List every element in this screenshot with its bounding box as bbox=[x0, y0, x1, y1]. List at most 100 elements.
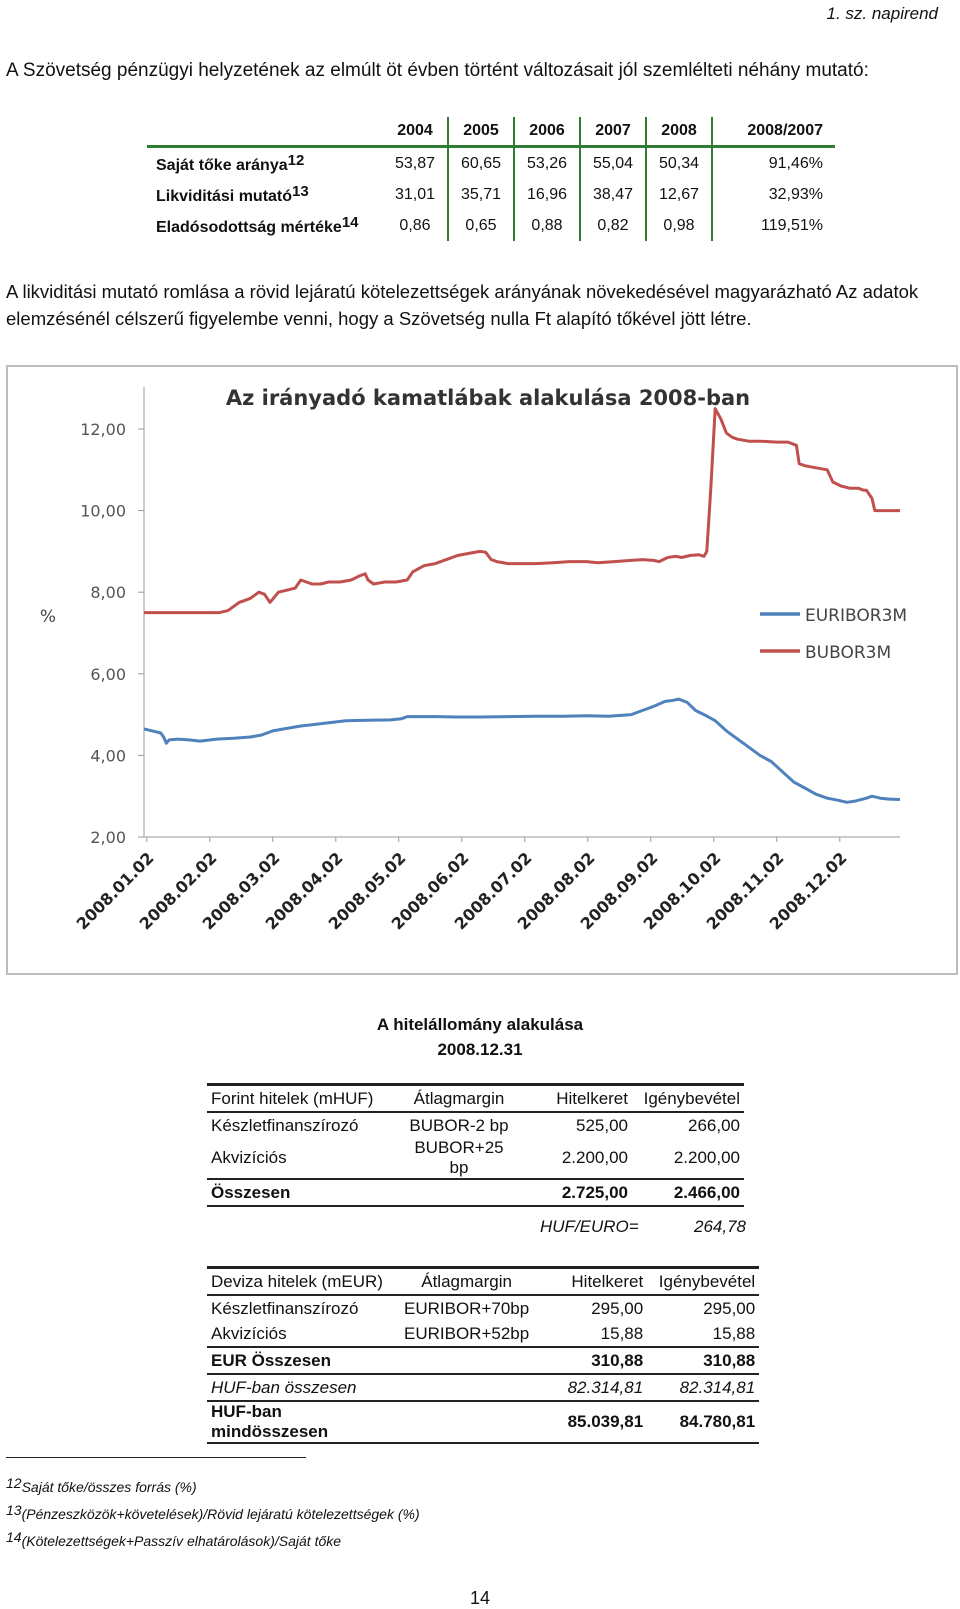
indicator-value: 0,98 bbox=[646, 210, 713, 241]
page-number: 14 bbox=[469, 1588, 491, 1608]
footnote-ref: 13 bbox=[292, 183, 309, 200]
footnote: 14(Kötelezettségek+Passzív elhatárolások… bbox=[6, 1529, 341, 1549]
table-cell: 84.780,81 bbox=[647, 1401, 760, 1444]
footnote: 12Saját tőke/összes forrás (%) bbox=[6, 1475, 197, 1495]
table-total-row: EUR Összesen 310,88 310,88 bbox=[207, 1347, 760, 1375]
indicator-value: 0,88 bbox=[514, 210, 581, 241]
table-cell: 82.314,81 bbox=[647, 1374, 760, 1402]
table-cell: HUF-ban összesen bbox=[207, 1374, 400, 1402]
y-tick-label: 6,00 bbox=[90, 665, 126, 684]
indicator-row: Likviditási mutató13 31,01 35,71 16,96 3… bbox=[147, 179, 835, 210]
table-cell: 2.466,00 bbox=[632, 1179, 744, 1207]
chart-svg: Az irányadó kamatlábak alakulása 2008-ba… bbox=[40, 386, 907, 933]
table-cell: Készletfinanszírozó bbox=[211, 1115, 359, 1135]
footnote-number: 12 bbox=[6, 1475, 22, 1491]
table-cell: HUF-ban mindösszesen bbox=[207, 1401, 400, 1444]
indicator-value: 53,87 bbox=[383, 146, 449, 179]
table-cell: 295,00 bbox=[591, 1298, 644, 1318]
table-cell: 15,88 bbox=[533, 1321, 648, 1348]
indicator-value: 12,67 bbox=[646, 179, 713, 210]
indicator-value: 32,93% bbox=[768, 185, 823, 203]
indicator-value: 31,01 bbox=[383, 179, 449, 210]
y-tick-label: 12,00 bbox=[80, 420, 126, 439]
table-cell: 2.725,00 bbox=[518, 1179, 632, 1207]
chart-title: Az irányadó kamatlábak alakulása 2008-ba… bbox=[226, 386, 750, 410]
table-cell bbox=[400, 1401, 534, 1444]
indicator-value: 119,51% bbox=[761, 216, 823, 234]
footnote-number: 13 bbox=[6, 1502, 22, 1518]
table-cell: EURIBOR+52bp bbox=[400, 1321, 534, 1348]
table-cell: 310,88 bbox=[647, 1347, 760, 1375]
table-cell: 310,88 bbox=[533, 1347, 648, 1375]
table-row: Akvizíciós BUBOR+25 bp 2.200,00 2.200,00 bbox=[207, 1138, 744, 1180]
footnote-text: (Kötelezettségek+Passzív elhatárolások)/… bbox=[21, 1533, 342, 1549]
indicator-value: 16,96 bbox=[514, 179, 581, 210]
exchange-rate-label: HUF/EURO= bbox=[540, 1217, 639, 1236]
indicator-value: 0,65 bbox=[448, 210, 515, 241]
table-header-row: Deviza hitelek (mEUR) Átlagmargin Hitelk… bbox=[207, 1266, 760, 1296]
indicator-value: 53,26 bbox=[514, 146, 581, 179]
analysis-paragraph: A likviditási mutató romlása a rövid lej… bbox=[6, 281, 919, 329]
y-tick-label: 10,00 bbox=[80, 502, 126, 521]
indicator-header-blank bbox=[147, 117, 383, 148]
table-cell: Összesen bbox=[207, 1179, 400, 1207]
exchange-rate-value: 264,78 bbox=[694, 1217, 746, 1236]
indicator-year: 2008/2007 bbox=[712, 117, 835, 148]
indicator-value: 0,86 bbox=[383, 210, 449, 241]
table-row: Készletfinanszírozó EURIBOR+70bp 295,00 … bbox=[207, 1295, 759, 1321]
indicator-value: 60,65 bbox=[448, 146, 515, 179]
table-cell: EURIBOR+70bp bbox=[404, 1298, 530, 1318]
footnote-text: Saját tőke/összes forrás (%) bbox=[21, 1479, 197, 1495]
series-line-bubor3m bbox=[144, 407, 900, 615]
table-cell bbox=[400, 1179, 518, 1207]
table-cell bbox=[400, 1347, 534, 1375]
indicator-value: 91,46% bbox=[768, 154, 823, 172]
indicator-value: 50,34 bbox=[646, 146, 713, 179]
indicator-year: 2004 bbox=[383, 117, 449, 148]
table-cell: Akvizíciós bbox=[207, 1321, 400, 1348]
indicator-value: 35,71 bbox=[448, 179, 515, 210]
table-cell: BUBOR-2 bp bbox=[409, 1115, 509, 1135]
loan-title: A hitelállomány alakulása bbox=[376, 1015, 584, 1034]
table-cell: 2.200,00 bbox=[518, 1138, 632, 1180]
table-row: Akvizíciós EURIBOR+52bp 15,88 15,88 bbox=[207, 1321, 760, 1348]
table-cell: 266,00 bbox=[688, 1115, 740, 1135]
indicator-label: Saját tőke aránya bbox=[156, 157, 288, 174]
footnote-text: (Pénzeszközök+követelések)/Rövid lejárat… bbox=[21, 1506, 420, 1522]
indicator-value: 0,82 bbox=[580, 210, 647, 241]
table-cell: 295,00 bbox=[703, 1298, 756, 1318]
indicator-row: Eladósodottság mértéke14 0,86 0,65 0,88 … bbox=[147, 210, 835, 241]
table-cell: EUR Összesen bbox=[207, 1347, 400, 1375]
footnote-ref: 14 bbox=[341, 214, 359, 231]
indicator-year: 2008 bbox=[646, 117, 713, 148]
table-grand-total-row: HUF-ban mindösszesen 85.039,81 84.780,81 bbox=[207, 1401, 760, 1444]
indicator-year: 2006 bbox=[514, 117, 581, 148]
table-cell: Készletfinanszírozó bbox=[211, 1298, 359, 1318]
column-header: Deviza hitelek (mEUR) bbox=[207, 1266, 400, 1296]
indicator-row: Saját tőke aránya12 53,87 60,65 53,26 55… bbox=[147, 146, 835, 179]
column-header: Hitelkeret bbox=[518, 1083, 632, 1113]
indicator-label: Likviditási mutató bbox=[156, 188, 293, 205]
table-total-row: Összesen 2.725,00 2.466,00 bbox=[207, 1179, 744, 1207]
y-axis-label: % bbox=[40, 607, 56, 627]
y-tick-label: 4,00 bbox=[90, 746, 126, 765]
footnote-number: 14 bbox=[6, 1529, 22, 1545]
table-cell: 525,00 bbox=[576, 1115, 628, 1135]
interest-rate-chart: Az irányadó kamatlábak alakulása 2008-ba… bbox=[6, 365, 958, 975]
indicator-label: Eladósodottság mértéke bbox=[156, 219, 342, 236]
indicator-year: 2005 bbox=[448, 117, 515, 148]
table-row: Készletfinanszírozó BUBOR-2 bp 525,00 26… bbox=[207, 1112, 744, 1138]
indicator-value: 55,04 bbox=[580, 146, 647, 179]
indicator-table: 2004 2005 2006 2007 2008 2008/2007 Saját… bbox=[147, 117, 835, 241]
forint-loans-table: Forint hitelek (mHUF) Átlagmargin Hitelk… bbox=[207, 1083, 744, 1207]
loan-date: 2008.12.31 bbox=[437, 1040, 523, 1059]
table-cell: BUBOR+25 bp bbox=[400, 1138, 518, 1180]
intro-text: A Szövetség pénzügyi helyzetének az elmú… bbox=[6, 60, 869, 81]
column-header: Igénybevétel bbox=[632, 1083, 744, 1113]
footnote-separator bbox=[6, 1457, 306, 1458]
table-cell: 15,88 bbox=[647, 1321, 760, 1348]
foreign-loans-table: Deviza hitelek (mEUR) Átlagmargin Hitelk… bbox=[207, 1266, 760, 1444]
column-header: Igénybevétel bbox=[647, 1266, 760, 1296]
column-header: Átlagmargin bbox=[400, 1266, 534, 1296]
indicator-value: 38,47 bbox=[580, 179, 647, 210]
